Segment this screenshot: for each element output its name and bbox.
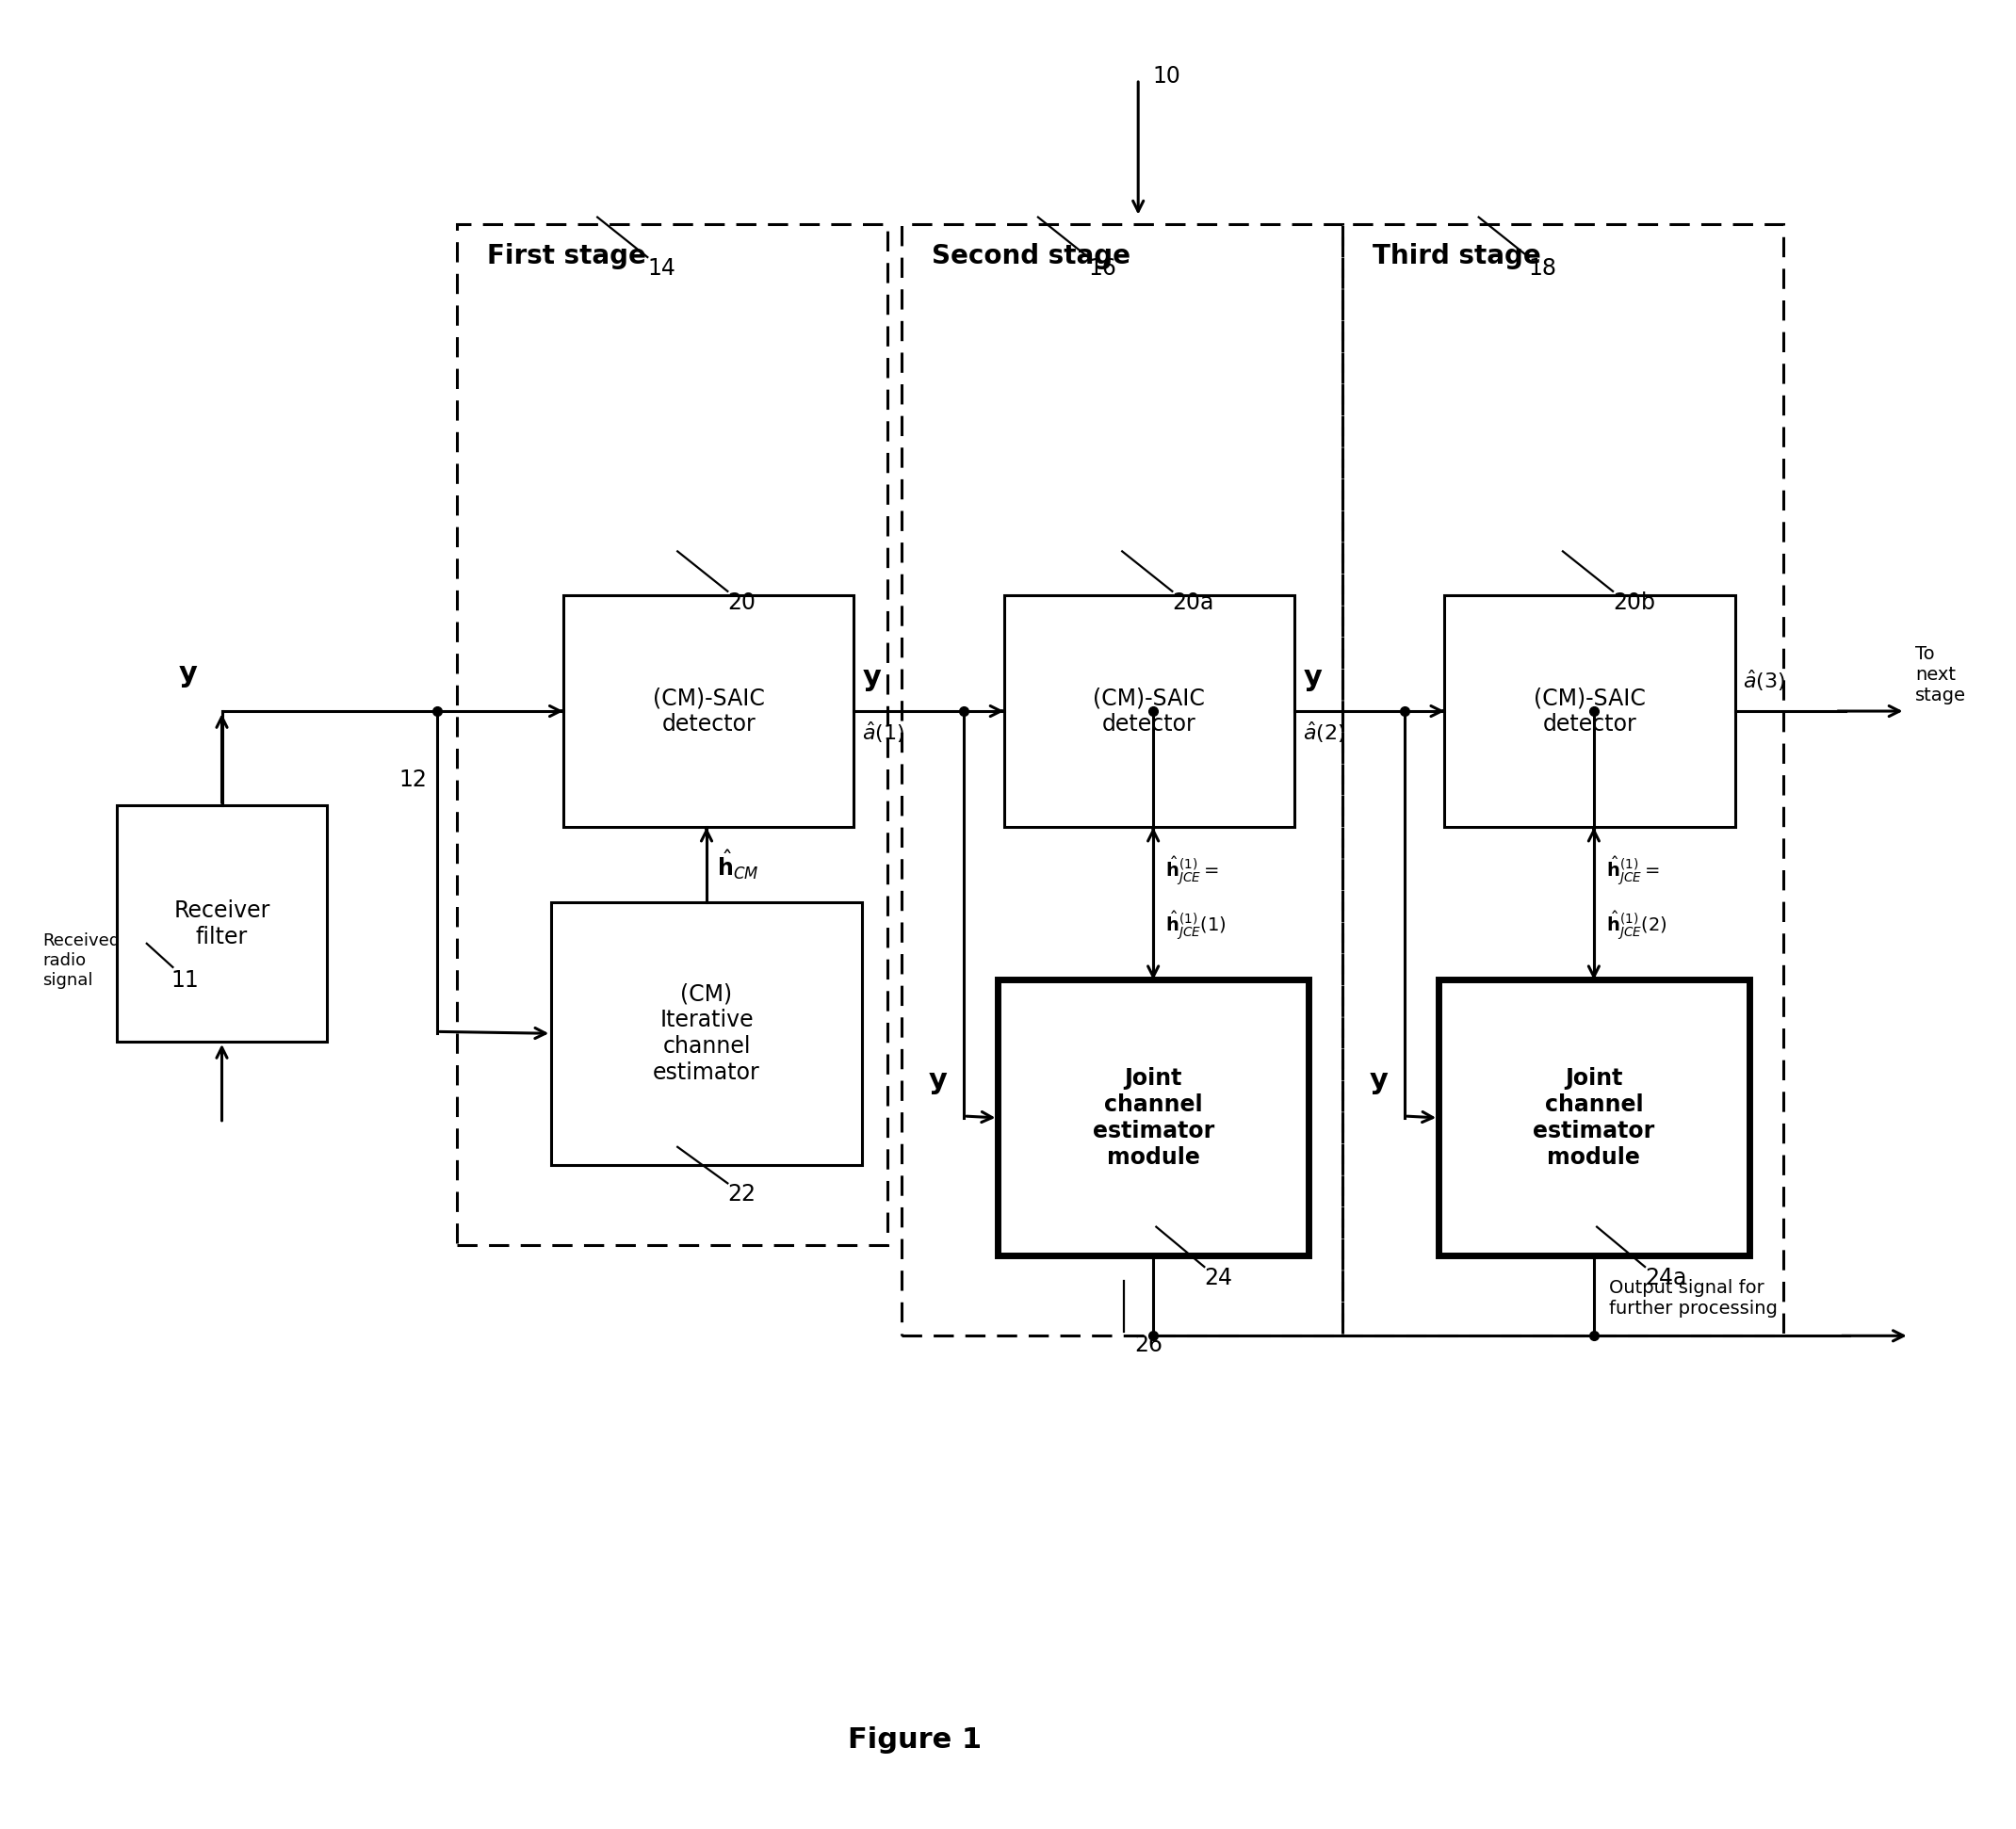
Text: 24a: 24a (1645, 1267, 1687, 1289)
Text: Received
radio
signal: Received radio signal (42, 933, 121, 989)
Text: Figure 1: Figure 1 (849, 1727, 982, 1754)
Text: 10: 10 (1153, 64, 1179, 88)
Text: Second stage: Second stage (931, 243, 1131, 269)
Text: 16: 16 (1089, 258, 1117, 280)
Text: Output signal for
further processing: Output signal for further processing (1609, 1278, 1778, 1317)
Text: 24: 24 (1204, 1267, 1232, 1289)
Text: Joint
channel
estimator
module: Joint channel estimator module (1093, 1068, 1214, 1169)
Text: $\mathbf{y}$: $\mathbf{y}$ (927, 1068, 948, 1096)
Text: 20: 20 (728, 591, 756, 615)
Text: $\hat{\mathbf{h}}^{(1)}_{JCE}=$: $\hat{\mathbf{h}}^{(1)}_{JCE}=$ (1607, 854, 1659, 887)
Text: To
next
stage: To next stage (1915, 646, 1966, 704)
Text: (CM)-SAIC
detector: (CM)-SAIC detector (653, 686, 764, 735)
Text: 18: 18 (1528, 258, 1556, 280)
Text: (CM)-SAIC
detector: (CM)-SAIC detector (1534, 686, 1645, 735)
FancyBboxPatch shape (562, 594, 853, 827)
Text: (CM)-SAIC
detector: (CM)-SAIC detector (1093, 686, 1206, 735)
Text: $\hat{\mathbf{h}}^{(1)}_{JCE}(1)$: $\hat{\mathbf{h}}^{(1)}_{JCE}(1)$ (1165, 909, 1226, 942)
Text: $\hat{a}(3)$: $\hat{a}(3)$ (1744, 668, 1786, 693)
Text: $\mathbf{y}$: $\mathbf{y}$ (1369, 1068, 1389, 1096)
Text: $\hat{\mathbf{h}}_{CM}$: $\hat{\mathbf{h}}_{CM}$ (716, 849, 758, 882)
Text: $\hat{a}(2)$: $\hat{a}(2)$ (1302, 721, 1345, 746)
Text: (CM)
Iterative
channel
estimator: (CM) Iterative channel estimator (653, 982, 760, 1085)
FancyBboxPatch shape (998, 980, 1308, 1257)
Text: $\mathbf{y}$: $\mathbf{y}$ (177, 662, 198, 690)
Text: Third stage: Third stage (1373, 243, 1540, 269)
Text: 14: 14 (647, 258, 675, 280)
Text: 11: 11 (171, 969, 200, 991)
Text: 12: 12 (399, 768, 427, 792)
Text: $\mathbf{y}$: $\mathbf{y}$ (1302, 666, 1322, 693)
Text: Joint
channel
estimator
module: Joint channel estimator module (1532, 1068, 1655, 1169)
Text: $\hat{a}(1)$: $\hat{a}(1)$ (861, 721, 905, 746)
Text: 20a: 20a (1171, 591, 1214, 615)
FancyBboxPatch shape (1004, 594, 1294, 827)
Text: 22: 22 (728, 1183, 756, 1205)
FancyBboxPatch shape (1439, 980, 1750, 1257)
FancyBboxPatch shape (1445, 594, 1736, 827)
Text: First stage: First stage (488, 243, 647, 269)
Text: $\hat{\mathbf{h}}^{(1)}_{JCE}(2)$: $\hat{\mathbf{h}}^{(1)}_{JCE}(2)$ (1607, 909, 1667, 942)
Text: $\mathbf{y}$: $\mathbf{y}$ (861, 666, 881, 693)
Text: 26: 26 (1135, 1333, 1163, 1357)
Text: $\hat{\mathbf{h}}^{(1)}_{JCE}=$: $\hat{\mathbf{h}}^{(1)}_{JCE}=$ (1165, 854, 1220, 887)
FancyBboxPatch shape (117, 805, 327, 1041)
Text: Receiver
filter: Receiver filter (173, 900, 270, 947)
FancyBboxPatch shape (550, 902, 861, 1165)
Text: 20b: 20b (1613, 591, 1655, 615)
